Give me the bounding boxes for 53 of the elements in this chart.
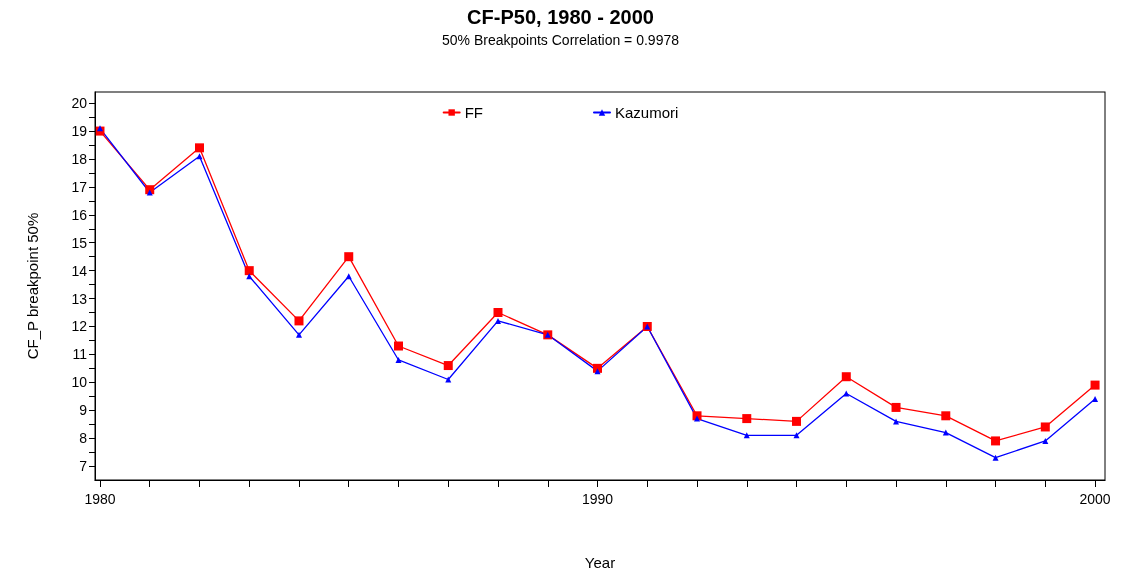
- point: [495, 317, 501, 324]
- point: [692, 411, 702, 421]
- point: [295, 331, 302, 338]
- point: [96, 125, 103, 132]
- point: [294, 316, 304, 326]
- y-tick-label: 16: [71, 206, 88, 223]
- y-tick-label: 19: [71, 123, 88, 140]
- point: [445, 376, 452, 383]
- chart-title: CF-P50, 1980 - 2000: [467, 6, 654, 28]
- point: [196, 153, 203, 160]
- point: [792, 416, 802, 426]
- point: [841, 372, 851, 382]
- y-axis-title: CF_P breakpoint 50%: [24, 212, 41, 360]
- point: [942, 429, 949, 436]
- point: [1090, 380, 1100, 390]
- point: [344, 252, 354, 262]
- point: [394, 341, 403, 351]
- point: [594, 368, 601, 375]
- x-tick-label: 1980: [84, 491, 116, 507]
- point: [991, 436, 1001, 446]
- y-tick-label: 15: [71, 234, 88, 251]
- point: [893, 418, 900, 425]
- x-axis-title: Year: [584, 554, 616, 571]
- y-tick-label: 12: [71, 318, 88, 335]
- y-tick-label: 11: [72, 346, 88, 363]
- point: [891, 402, 901, 412]
- y-tick-label: 7: [79, 458, 88, 475]
- y-tick-label: 18: [71, 150, 88, 167]
- y-tick-label: 13: [71, 290, 88, 307]
- y-tick-label: 20: [71, 95, 88, 112]
- point: [395, 356, 402, 363]
- point: [244, 266, 254, 276]
- point: [941, 411, 951, 421]
- y-tick-label: 17: [71, 178, 88, 195]
- y-tick-label: 14: [71, 262, 88, 279]
- point: [1092, 396, 1099, 403]
- legend-label: FF: [464, 104, 483, 121]
- chart-subtitle: 50% Breakpoints Correlation = 0.9978: [442, 32, 680, 48]
- point: [1040, 422, 1050, 432]
- x-tick-label: 1990: [581, 491, 614, 507]
- point: [992, 454, 999, 461]
- y-tick-label: 8: [79, 430, 88, 447]
- point: [742, 414, 752, 424]
- point: [493, 308, 503, 318]
- point: [1042, 437, 1049, 444]
- point: [443, 361, 453, 371]
- x-tick-label: 2000: [1079, 491, 1111, 507]
- y-tick-label: 10: [71, 374, 88, 391]
- legend-label: Kazumori: [614, 104, 679, 121]
- point: [694, 415, 701, 422]
- point: [793, 432, 800, 439]
- point: [194, 143, 204, 153]
- y-tick-label: 9: [79, 402, 88, 419]
